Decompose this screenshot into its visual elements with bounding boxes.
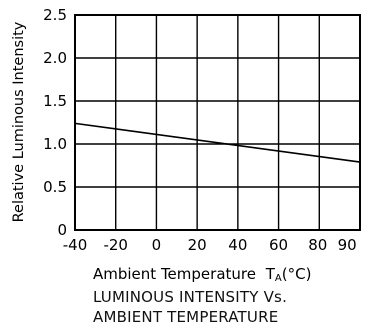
x-axis-label-text: Ambient Temperature — [93, 265, 256, 283]
y-axis-label: Relative Luminous Intensity — [11, 21, 27, 222]
y-tick-label: 2.0 — [43, 49, 67, 67]
y-tick-label: 0 — [57, 221, 67, 239]
x-axis-label-symbol: T — [265, 265, 276, 283]
x-tick-label: 40 — [228, 236, 247, 254]
grid-layer — [75, 15, 360, 230]
x-tick-label: -20 — [103, 236, 128, 254]
y-tick-label: 1.5 — [43, 92, 67, 110]
x-tick-label: 90 — [338, 236, 357, 254]
plot-border — [74, 14, 361, 231]
x-tick-label: 80 — [308, 236, 327, 254]
plot-frame — [74, 14, 361, 231]
x-axis-label-subscript: A — [275, 273, 282, 284]
y-tick-label: 1.0 — [43, 135, 67, 153]
caption-line-2: AMBIENT TEMPERATURE — [93, 308, 279, 326]
caption-line-1: LUMINOUS INTENSITY Vs. — [93, 288, 288, 306]
y-tick-label: 2.5 — [43, 6, 67, 24]
y-tick-labels: 0 0.5 1.0 1.5 2.0 2.5 — [43, 6, 67, 239]
x-tick-label: -40 — [63, 236, 88, 254]
x-tick-label: 0 — [152, 236, 162, 254]
x-tick-label: 20 — [188, 236, 207, 254]
series-layer — [74, 122, 361, 163]
x-tick-label: 60 — [269, 236, 288, 254]
y-tick-label: 0.5 — [43, 178, 67, 196]
x-axis-label-unit: (°C) — [282, 265, 312, 283]
x-axis-label: Ambient Temperature TA(°C) — [93, 265, 311, 284]
x-tick-labels: -40 -20 0 20 40 60 80 90 — [63, 236, 357, 254]
series-line — [74, 122, 361, 163]
